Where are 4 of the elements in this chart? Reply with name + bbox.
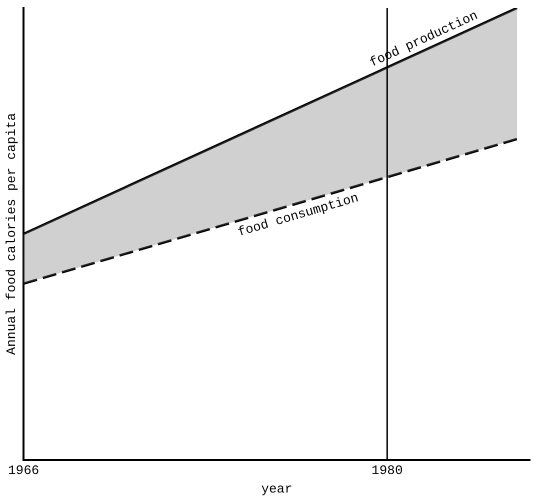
x-tick-label: 1966 (8, 463, 40, 478)
y-axis-title: Annual food calories per capita (4, 112, 20, 355)
x-tick-label: 1980 (372, 463, 403, 478)
x-axis-title: year (261, 482, 292, 497)
